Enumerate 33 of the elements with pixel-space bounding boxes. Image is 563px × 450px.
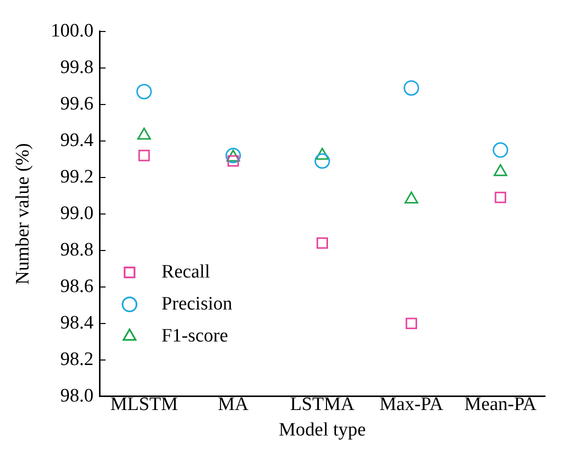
point bbox=[137, 128, 151, 140]
point bbox=[404, 192, 418, 204]
y-tick-label: 99.0 bbox=[60, 202, 94, 224]
point bbox=[136, 84, 152, 100]
point bbox=[492, 142, 508, 158]
x-tick-label: MA bbox=[218, 394, 249, 415]
x-tick-label: LSTMA bbox=[290, 394, 355, 415]
x-tick-label: MLSTM bbox=[110, 394, 178, 415]
point bbox=[494, 192, 506, 204]
y-tick-label: 98.4 bbox=[60, 312, 94, 334]
y-axis-title: Number value (%) bbox=[12, 143, 34, 285]
legend-label: Precision bbox=[162, 293, 233, 314]
point bbox=[316, 237, 328, 249]
y-tick-label: 99.4 bbox=[60, 130, 94, 151]
x-tick-label: Max-PA bbox=[380, 394, 444, 415]
y-tick-label: 98.0 bbox=[60, 385, 94, 406]
legend-label: Recall bbox=[162, 261, 210, 282]
y-tick-label: 99.6 bbox=[60, 93, 94, 114]
x-tick-label: Mean-PA bbox=[464, 394, 537, 415]
point bbox=[314, 153, 330, 169]
point bbox=[494, 164, 508, 176]
y-tick-label: 98.2 bbox=[60, 348, 94, 370]
x-axis-title: Model type bbox=[278, 420, 366, 441]
y-tick-label: 98.8 bbox=[60, 239, 94, 260]
point bbox=[315, 148, 330, 160]
y-tick-label: 99.8 bbox=[60, 56, 94, 78]
point bbox=[406, 318, 418, 330]
legend-label: F1-score bbox=[162, 325, 228, 346]
y-tick-label: 98.6 bbox=[60, 276, 94, 297]
y-tick-label: 100.0 bbox=[50, 20, 94, 42]
y-tick-label: 99.2 bbox=[60, 166, 94, 188]
point bbox=[138, 150, 150, 162]
point bbox=[404, 80, 420, 96]
